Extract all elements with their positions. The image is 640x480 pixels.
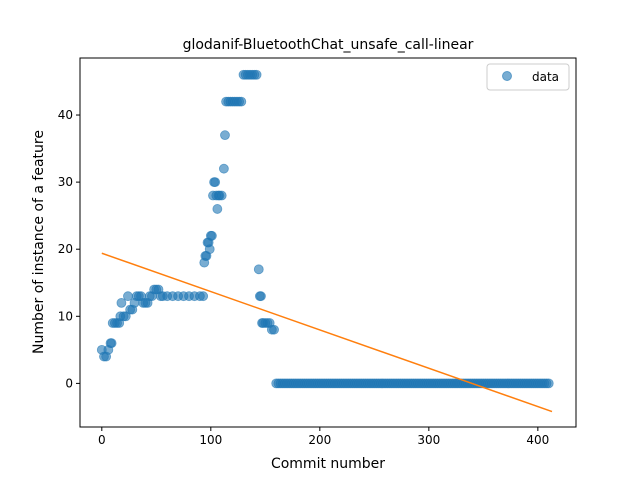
legend-box: [486, 63, 570, 91]
legend: data: [486, 63, 570, 91]
plot-frame: [79, 57, 577, 428]
x-axis-label: Commit number: [271, 456, 385, 472]
legend-marker-data: [502, 71, 512, 81]
plot-background: [80, 58, 576, 427]
data-point: [204, 244, 215, 255]
series-data: [96, 69, 554, 389]
y-tick-label-0: 0: [65, 376, 73, 390]
legend-label-data: data: [532, 70, 559, 84]
series-fit: [101, 252, 553, 413]
y-tick-label-4: 40: [58, 108, 73, 122]
data-point: [212, 204, 223, 214]
x-tick-label-3: 300: [417, 433, 440, 447]
data-point: [256, 291, 266, 302]
data-point: [218, 163, 229, 174]
data-point: [269, 324, 279, 335]
y-axis-label: Number of instance of a feature: [31, 130, 47, 354]
data-point: [198, 291, 209, 302]
fit-line: [101, 252, 553, 413]
x-tick-label-1: 100: [199, 433, 222, 447]
y-tick-label-1: 10: [58, 309, 73, 323]
data-point: [123, 291, 133, 302]
data-point: [251, 69, 262, 80]
data-point: [106, 338, 117, 349]
data-point: [207, 230, 217, 241]
data-point: [236, 96, 247, 107]
chart-title: glodanif-BluetoothChat_unsafe_call-linea…: [183, 37, 474, 53]
data-point: [253, 264, 264, 275]
y-tick-label-2: 20: [58, 242, 73, 256]
axis-ticks: 0 100 200 300 400 0 10 20 30 40: [58, 108, 550, 447]
y-tick-label-3: 30: [58, 175, 73, 189]
data-point: [543, 378, 554, 389]
data-point: [220, 130, 230, 141]
data-point: [116, 297, 127, 308]
x-tick-label-0: 0: [98, 433, 106, 447]
x-tick-label-4: 400: [526, 433, 549, 447]
data-point: [210, 177, 221, 188]
data-point: [216, 190, 227, 201]
x-tick-label-2: 200: [308, 433, 331, 447]
